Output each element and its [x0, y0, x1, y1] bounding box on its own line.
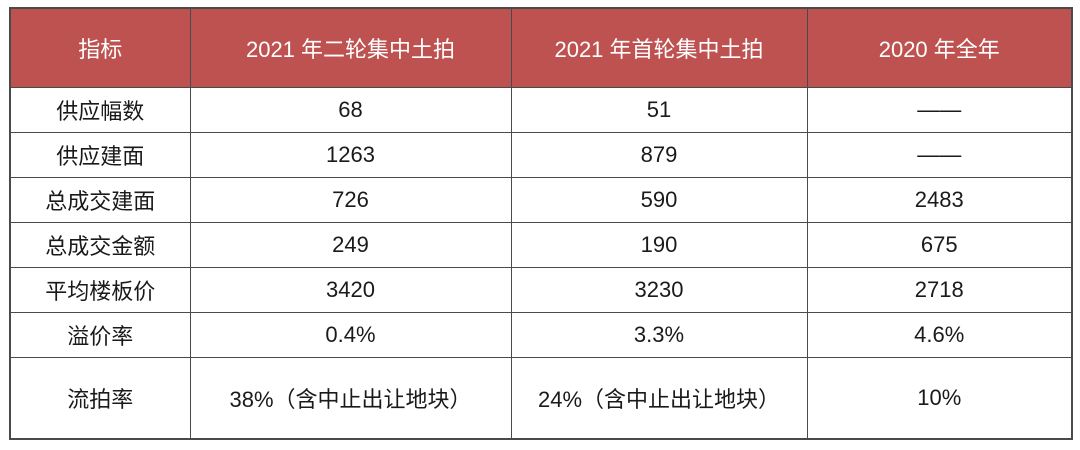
- header-cell-indicator: 指标: [9, 7, 191, 88]
- cell-value: 726: [189, 176, 512, 223]
- land-auction-table: 指标 2021 年二轮集中土拍 2021 年首轮集中土拍 2020 年全年 供应…: [9, 7, 1073, 440]
- table-row: 供应建面 1263 879 ——: [9, 131, 1073, 178]
- cell-value: 68: [189, 86, 512, 133]
- cell-value: 675: [806, 221, 1073, 268]
- row-label: 流拍率: [9, 356, 191, 440]
- cell-value: 2483: [806, 176, 1073, 223]
- header-cell-2021-first-round: 2021 年首轮集中土拍: [510, 7, 808, 88]
- cell-value: 0.4%: [189, 311, 512, 358]
- cell-value: 590: [510, 176, 808, 223]
- table-row: 总成交建面 726 590 2483: [9, 176, 1073, 223]
- cell-value: 38%（含中止出让地块）: [189, 356, 512, 440]
- table-row: 平均楼板价 3420 3230 2718: [9, 266, 1073, 313]
- land-auction-table-container: 指标 2021 年二轮集中土拍 2021 年首轮集中土拍 2020 年全年 供应…: [9, 7, 1073, 440]
- cell-value: ——: [806, 131, 1073, 178]
- cell-value: 249: [189, 221, 512, 268]
- table-body: 供应幅数 68 51 —— 供应建面 1263 879 —— 总成交建面 726…: [9, 86, 1073, 440]
- cell-value: 3230: [510, 266, 808, 313]
- table-row: 供应幅数 68 51 ——: [9, 86, 1073, 133]
- cell-value: 190: [510, 221, 808, 268]
- cell-value: 10%: [806, 356, 1073, 440]
- table-row: 总成交金额 249 190 675: [9, 221, 1073, 268]
- header-row: 指标 2021 年二轮集中土拍 2021 年首轮集中土拍 2020 年全年: [9, 7, 1073, 88]
- row-label: 溢价率: [9, 311, 191, 358]
- row-label: 总成交建面: [9, 176, 191, 223]
- cell-value: 24%（含中止出让地块）: [510, 356, 808, 440]
- cell-value: 3420: [189, 266, 512, 313]
- row-label: 平均楼板价: [9, 266, 191, 313]
- cell-value: 1263: [189, 131, 512, 178]
- cell-value: 879: [510, 131, 808, 178]
- row-label: 供应幅数: [9, 86, 191, 133]
- cell-value: 51: [510, 86, 808, 133]
- cell-value: 4.6%: [806, 311, 1073, 358]
- row-label: 总成交金额: [9, 221, 191, 268]
- row-label: 供应建面: [9, 131, 191, 178]
- table-row: 流拍率 38%（含中止出让地块） 24%（含中止出让地块） 10%: [9, 356, 1073, 440]
- table-row: 溢价率 0.4% 3.3% 4.6%: [9, 311, 1073, 358]
- cell-value: 2718: [806, 266, 1073, 313]
- cell-value: ——: [806, 86, 1073, 133]
- header-cell-2021-second-round: 2021 年二轮集中土拍: [189, 7, 512, 88]
- header-cell-2020-full-year: 2020 年全年: [806, 7, 1073, 88]
- cell-value: 3.3%: [510, 311, 808, 358]
